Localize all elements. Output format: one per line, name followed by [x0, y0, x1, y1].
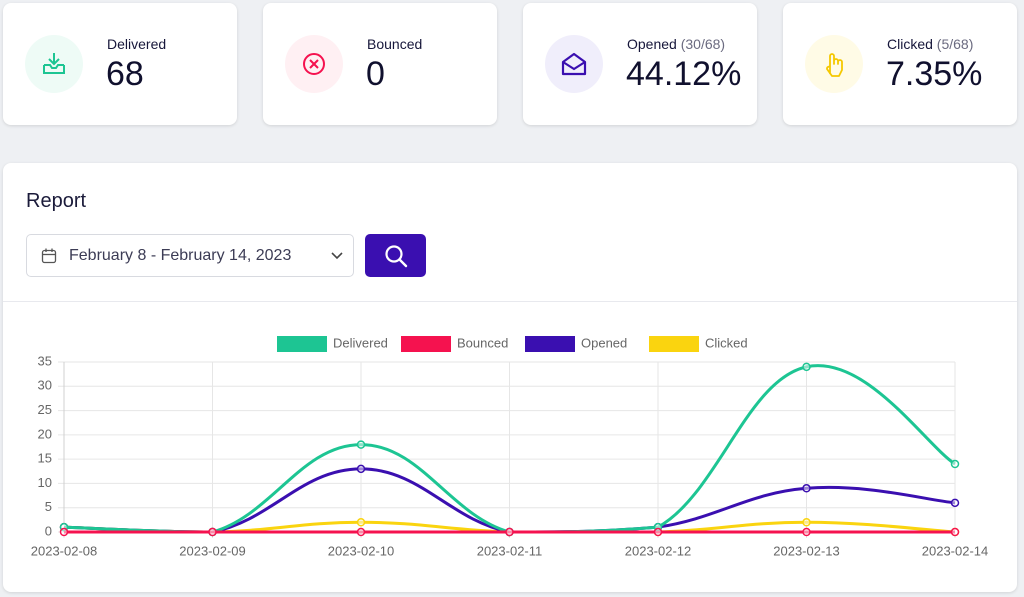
calendar-icon [41, 248, 57, 264]
x-tick-label: 2023-02-11 [477, 543, 543, 558]
legend-swatch[interactable] [401, 336, 451, 352]
y-tick-label: 0 [45, 523, 52, 538]
report-title: Report [26, 190, 87, 212]
x-tick-label: 2023-02-12 [625, 543, 692, 558]
card-label-row: Opened (30/68) [627, 36, 725, 52]
card-icon [545, 35, 603, 93]
stat-card: Opened (30/68) 44.12% [523, 3, 757, 125]
card-value: 68 [106, 55, 144, 93]
card-label-row: Clicked (5/68) [887, 36, 973, 52]
y-tick-label: 15 [38, 451, 52, 466]
y-tick-label: 35 [38, 353, 52, 368]
card-label-row: Bounced [367, 36, 422, 52]
data-point [653, 527, 663, 537]
data-point [802, 527, 811, 537]
data-point [802, 518, 811, 527]
chart: 0 5 10 15 20 25 30 35 2023-02-08 2023-02-09 2023-0… [31, 335, 989, 558]
card-value: 44.12% [626, 55, 742, 93]
card-label: Clicked [887, 36, 933, 52]
y-tick-label: 5 [45, 499, 52, 514]
date-range-picker[interactable]: February 8 - February 14, 2023 [26, 234, 354, 277]
icon-glyph [561, 52, 587, 76]
chevron-icon [331, 252, 343, 260]
legend-label[interactable]: Delivered [333, 335, 388, 350]
data-point [356, 518, 366, 527]
card-detail: (5/68) [936, 36, 974, 52]
stat-card: Clicked (5/68) 7.35% [783, 3, 1017, 125]
date-range-text: February 8 - February 14, 2023 [69, 247, 292, 264]
icon-glyph [43, 53, 65, 74]
data-point [59, 527, 69, 537]
data-point [950, 498, 960, 508]
card-label-row: Delivered [107, 36, 166, 52]
data-point [802, 362, 811, 372]
data-point [802, 484, 811, 493]
icon-glyph [303, 53, 325, 75]
legend-swatch[interactable] [525, 336, 575, 352]
legend-label[interactable]: Clicked [705, 335, 748, 350]
x-tick-label: 2023-02-14 [922, 543, 989, 558]
card-label: Bounced [367, 36, 423, 52]
card-label: Delivered [107, 36, 167, 52]
y-tick-label: 10 [38, 475, 52, 490]
x-tick-label: 2023-02-10 [328, 543, 395, 558]
legend-swatch[interactable] [649, 336, 699, 352]
card-icon [25, 35, 83, 93]
data-point [950, 527, 960, 537]
card-icon [285, 35, 343, 93]
separator [3, 301, 1017, 302]
card-value: 0 [366, 55, 385, 93]
x-tick-label: 2023-02-13 [773, 543, 840, 558]
stat-card: Delivered 68 [3, 3, 237, 125]
card-icon [805, 35, 863, 93]
card-detail: (30/68) [680, 36, 726, 52]
card-label: Opened [627, 36, 677, 52]
y-tick-label: 20 [38, 426, 52, 441]
search-icon [385, 245, 408, 268]
legend-label[interactable]: Opened [581, 335, 627, 350]
data-point [356, 440, 366, 449]
x-tick-label: 2023-02-08 [31, 543, 98, 558]
data-point [356, 527, 366, 537]
legend-swatch[interactable] [277, 336, 327, 352]
search-button[interactable] [365, 234, 426, 277]
data-point [356, 464, 366, 474]
x-tick-label: 2023-02-09 [179, 543, 246, 558]
data-point [505, 527, 514, 537]
y-tick-label: 30 [38, 378, 52, 393]
legend-label[interactable]: Bounced [457, 335, 508, 350]
data-point [950, 459, 960, 469]
data-point [208, 527, 217, 537]
y-tick-label: 25 [38, 402, 52, 417]
card-value: 7.35% [886, 55, 983, 93]
stat-card: Bounced 0 [263, 3, 497, 125]
icon-glyph [826, 53, 843, 77]
